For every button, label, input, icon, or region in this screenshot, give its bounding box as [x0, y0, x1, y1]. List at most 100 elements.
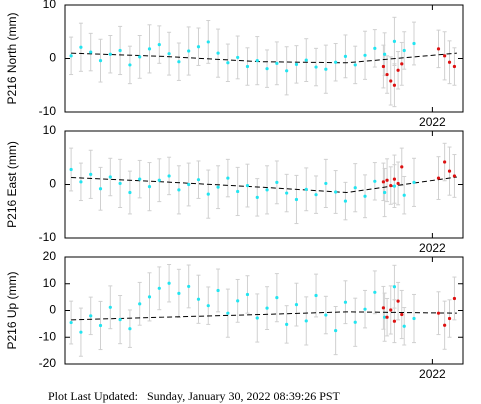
- data-point: [216, 51, 220, 55]
- data-point: [304, 319, 308, 323]
- data-point: [396, 181, 400, 186]
- data-point: [383, 52, 387, 56]
- data-point: [353, 186, 357, 190]
- data-point: [383, 190, 387, 195]
- data-point: [392, 177, 397, 181]
- data-point: [396, 299, 400, 303]
- data-point: [255, 195, 259, 199]
- data-point: [396, 68, 400, 72]
- y-tick-label: 0: [49, 177, 56, 191]
- data-point: [294, 303, 299, 307]
- data-point: [304, 58, 308, 62]
- data-point: [452, 64, 457, 69]
- data-point: [187, 284, 191, 289]
- data-point: [436, 176, 441, 180]
- data-point: [324, 313, 328, 317]
- data-point: [216, 288, 220, 293]
- data-point: [334, 60, 338, 64]
- data-point: [389, 308, 393, 312]
- data-point: [314, 293, 318, 298]
- data-point: [381, 180, 385, 184]
- data-point: [436, 311, 441, 315]
- data-point: [138, 55, 142, 59]
- data-point: [373, 46, 377, 50]
- data-point: [69, 54, 73, 58]
- data-point: [118, 181, 122, 186]
- data-point: [436, 47, 441, 51]
- data-point: [167, 281, 171, 285]
- data-point: [363, 53, 367, 57]
- data-point: [314, 65, 318, 69]
- trend-line: [71, 52, 457, 64]
- plot-frame: [64, 130, 464, 239]
- data-point: [177, 188, 181, 192]
- y-axis-label: P216 East (mm): [5, 141, 19, 228]
- data-point: [226, 61, 230, 65]
- data-point: [385, 178, 389, 182]
- data-point: [157, 178, 161, 182]
- data-point: [402, 193, 406, 197]
- data-point: [447, 169, 452, 173]
- data-point: [400, 165, 404, 169]
- data-point: [206, 40, 210, 44]
- data-point: [226, 176, 230, 180]
- data-point: [216, 185, 220, 189]
- data-point: [128, 63, 132, 67]
- data-point: [157, 42, 161, 47]
- data-point: [343, 54, 348, 58]
- data-point: [392, 83, 397, 87]
- data-point: [79, 45, 83, 49]
- data-point: [412, 180, 416, 184]
- data-point: [69, 320, 73, 325]
- data-point: [402, 324, 406, 328]
- data-point: [265, 306, 269, 310]
- data-point: [108, 175, 112, 179]
- y-tick-label: 10: [43, 276, 57, 290]
- x-tick-label: 2022: [419, 115, 446, 129]
- data-point: [177, 291, 181, 295]
- data-point: [447, 316, 452, 321]
- y-axis-label: P216 North (mm): [5, 12, 19, 104]
- data-point: [400, 62, 404, 66]
- data-point: [118, 48, 122, 53]
- y-tick-label: -20: [39, 356, 57, 370]
- data-point: [98, 323, 103, 328]
- footer-date: Sunday, January 30, 2022 08:39:26 PST: [147, 389, 341, 403]
- data-point: [294, 197, 299, 202]
- data-point: [89, 50, 93, 54]
- data-point: [363, 194, 367, 198]
- data-point: [285, 69, 289, 73]
- data-point: [324, 67, 328, 71]
- data-point: [245, 64, 250, 69]
- y-tick-label: 0: [49, 51, 56, 65]
- data-point: [402, 48, 406, 53]
- data-point: [334, 190, 338, 194]
- data-point: [294, 62, 299, 66]
- data-point: [392, 184, 397, 188]
- data-point: [79, 330, 83, 334]
- data-point: [334, 328, 338, 333]
- data-point: [157, 286, 161, 290]
- data-point: [167, 174, 171, 178]
- data-point: [285, 322, 289, 327]
- data-point: [147, 185, 152, 189]
- data-point: [383, 315, 387, 319]
- data-point: [206, 304, 210, 308]
- data-point: [79, 180, 83, 184]
- data-point: [245, 292, 250, 297]
- plot-frame: [64, 4, 464, 113]
- data-point: [128, 190, 132, 195]
- data-point: [443, 54, 447, 58]
- data-point: [138, 302, 142, 306]
- data-point: [389, 79, 393, 83]
- x-tick-label: 2022: [419, 367, 446, 381]
- data-point: [89, 314, 93, 318]
- data-point: [324, 181, 328, 186]
- data-point: [443, 323, 447, 327]
- data-point: [255, 316, 259, 320]
- data-point: [236, 189, 240, 194]
- data-point: [353, 63, 357, 67]
- data-point: [353, 320, 357, 324]
- data-point: [187, 49, 191, 53]
- data-point: [412, 316, 416, 321]
